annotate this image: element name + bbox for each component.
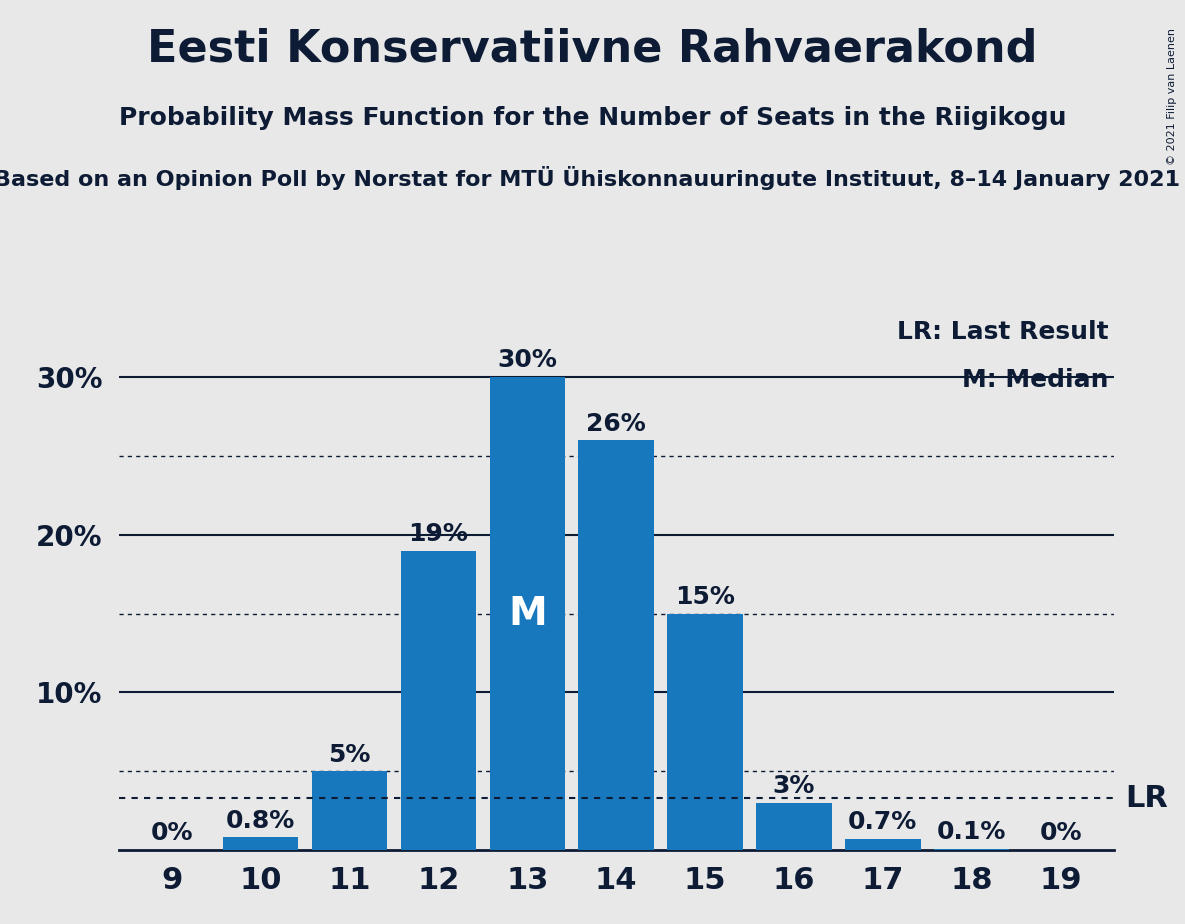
- Text: Based on an Opinion Poll by Norstat for MTÜ Ühiskonnauuringute Instituut, 8–14 J: Based on an Opinion Poll by Norstat for …: [0, 166, 1180, 190]
- Text: LR: LR: [1125, 784, 1168, 812]
- Bar: [489, 377, 565, 850]
- Text: M: Median: M: Median: [962, 368, 1109, 392]
- Text: 5%: 5%: [328, 743, 371, 767]
- Text: 0.7%: 0.7%: [848, 810, 917, 834]
- Text: Probability Mass Function for the Number of Seats in the Riigikogu: Probability Mass Function for the Number…: [118, 106, 1066, 130]
- Text: 0%: 0%: [150, 821, 193, 845]
- Bar: [934, 848, 1010, 850]
- Bar: [223, 837, 299, 850]
- Bar: [756, 803, 832, 850]
- Bar: [401, 551, 476, 850]
- Text: M: M: [508, 595, 546, 633]
- Text: 0.8%: 0.8%: [226, 808, 295, 833]
- Text: 0%: 0%: [1039, 821, 1082, 845]
- Text: 15%: 15%: [675, 585, 735, 609]
- Bar: [667, 614, 743, 850]
- Text: © 2021 Filip van Laenen: © 2021 Filip van Laenen: [1167, 28, 1177, 164]
- Text: Eesti Konservatiivne Rahvaerakond: Eesti Konservatiivne Rahvaerakond: [147, 28, 1038, 71]
- Text: 3%: 3%: [773, 774, 815, 798]
- Text: 30%: 30%: [498, 348, 557, 372]
- Bar: [578, 440, 654, 850]
- Bar: [312, 772, 387, 850]
- Bar: [845, 839, 921, 850]
- Text: 0.1%: 0.1%: [937, 820, 1006, 844]
- Text: LR: Last Result: LR: Last Result: [897, 320, 1109, 344]
- Text: 19%: 19%: [409, 522, 468, 546]
- Text: 26%: 26%: [587, 411, 646, 435]
